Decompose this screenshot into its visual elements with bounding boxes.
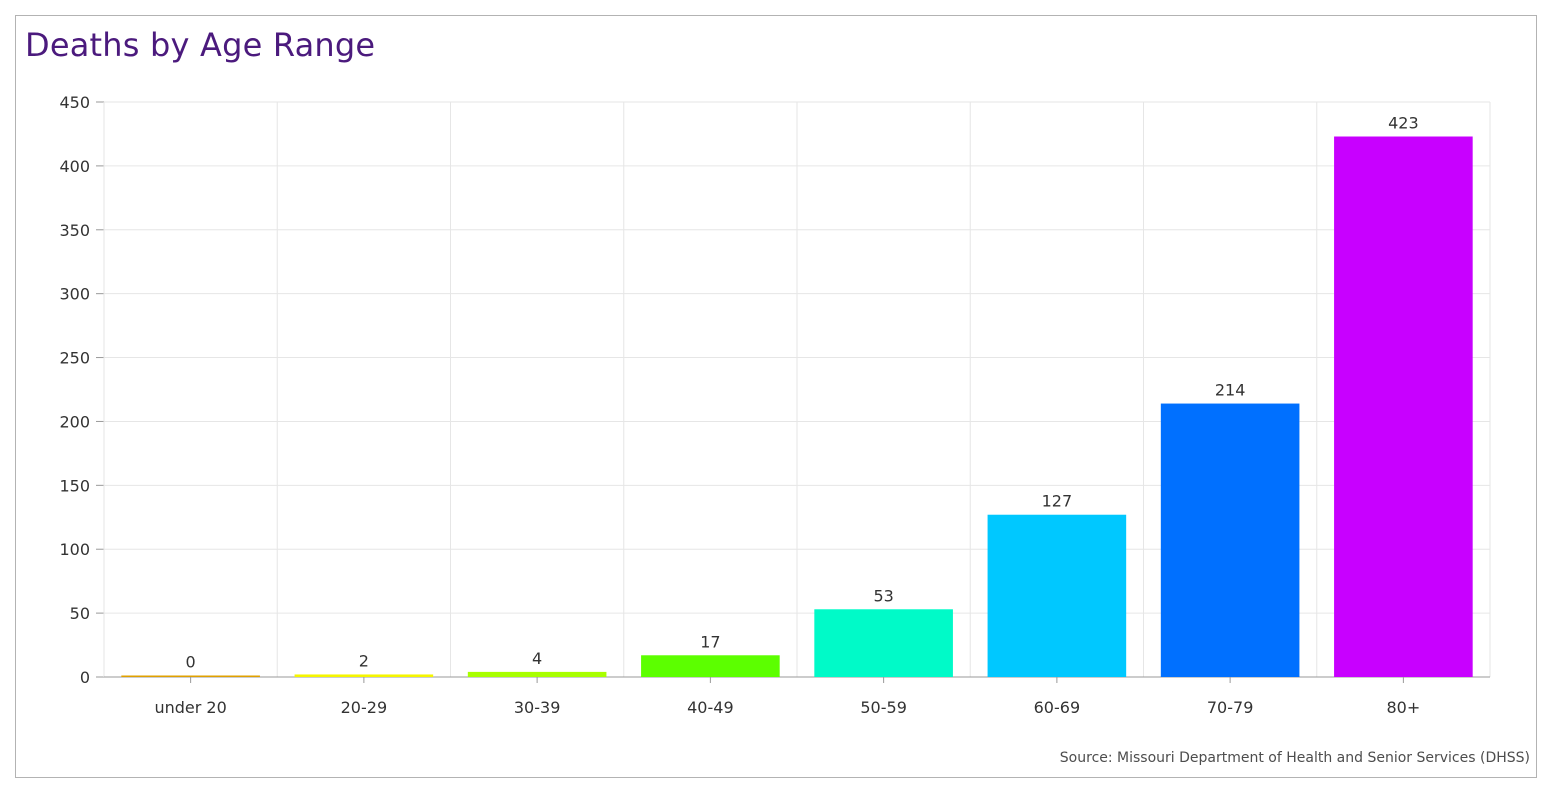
- bar[interactable]: [467, 671, 607, 677]
- y-tick-label: 200: [59, 412, 90, 431]
- bars: [121, 136, 1473, 678]
- bar[interactable]: [987, 514, 1127, 677]
- data-label: 127: [1042, 492, 1073, 511]
- y-tick-label: 150: [59, 476, 90, 495]
- data-label: 4: [532, 649, 542, 668]
- bar[interactable]: [814, 609, 953, 677]
- y-tick-label: 100: [59, 540, 90, 559]
- x-tick-label: under 20: [154, 698, 226, 717]
- chart-title: Deaths by Age Range: [25, 26, 376, 64]
- x-tick-label: 50-59: [860, 698, 907, 717]
- bar[interactable]: [294, 674, 434, 677]
- y-tick-label: 0: [80, 668, 90, 687]
- data-label: 17: [700, 632, 720, 651]
- data-label: 214: [1215, 381, 1246, 400]
- y-tick-label: 400: [59, 157, 90, 176]
- bar[interactable]: [1160, 403, 1300, 677]
- bar[interactable]: [121, 675, 260, 678]
- y-tick-label: 50: [70, 604, 90, 623]
- y-tick-label: 250: [59, 349, 90, 368]
- bar[interactable]: [641, 655, 780, 677]
- chart-source: Source: Missouri Department of Health an…: [1059, 750, 1530, 766]
- x-tick-label: 40-49: [687, 698, 734, 717]
- y-tick-label: 300: [59, 285, 90, 304]
- data-label: 2: [359, 651, 369, 670]
- x-tick-label: 70-79: [1207, 698, 1254, 717]
- data-label: 53: [873, 586, 893, 605]
- x-tick-label: 80+: [1386, 698, 1420, 717]
- bar[interactable]: [1334, 136, 1473, 678]
- x-tick-label: 30-39: [514, 698, 561, 717]
- x-tick-label: 60-69: [1034, 698, 1081, 717]
- labels: 0 50 100 150 200 250 300 350 400 450 0 under 20 2 20-…: [59, 93, 1420, 717]
- data-label: 423: [1388, 114, 1419, 133]
- y-tick-label: 350: [59, 221, 90, 240]
- data-label: 0: [186, 653, 196, 672]
- y-tick-label: 450: [59, 93, 90, 112]
- x-tick-label: 20-29: [341, 698, 388, 717]
